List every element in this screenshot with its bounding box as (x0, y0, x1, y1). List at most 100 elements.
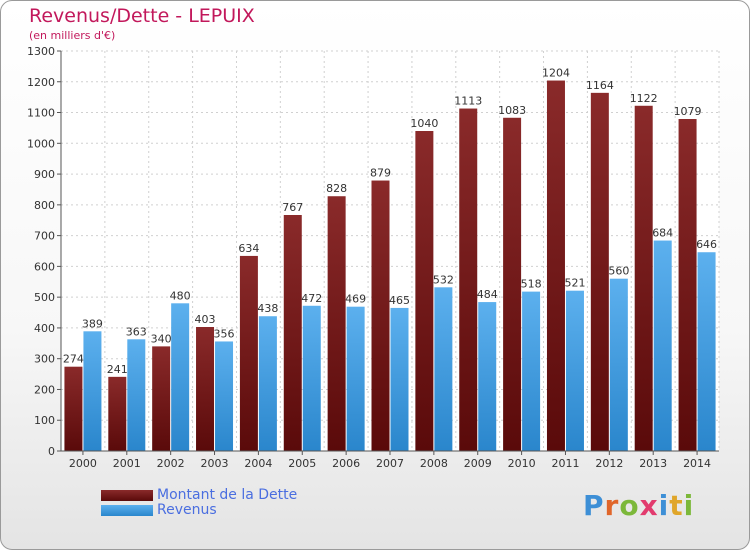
proxiti-logo: Proxiti (583, 489, 694, 522)
bar-revenus (697, 252, 716, 451)
bar-dette (590, 92, 609, 451)
data-label-revenus: 356 (214, 327, 235, 340)
y-tick-label: 100 (34, 414, 55, 427)
y-tick-label: 800 (34, 199, 55, 212)
data-label-revenus: 560 (608, 265, 629, 278)
data-label-dette: 1204 (542, 67, 570, 80)
data-label-dette: 1040 (410, 117, 438, 130)
y-tick-label: 200 (34, 383, 55, 396)
plot-area (61, 51, 719, 451)
bar-revenus (171, 303, 190, 451)
logo-letter: P (583, 489, 605, 522)
x-tick-label: 2005 (288, 457, 316, 470)
data-label-dette: 403 (195, 313, 216, 326)
bar-revenus (346, 306, 365, 451)
bar-revenus (258, 316, 277, 451)
y-tick-label: 700 (34, 230, 55, 243)
x-tick-label: 2011 (551, 457, 579, 470)
bar-dette (283, 215, 302, 451)
bar-dette (327, 196, 346, 451)
bar-dette (503, 117, 522, 452)
data-label-revenus: 472 (301, 292, 322, 305)
legend-item-revenus: Revenus (101, 502, 217, 518)
data-label-revenus: 465 (389, 294, 410, 307)
data-label-revenus: 389 (82, 317, 103, 330)
bar-revenus (215, 341, 234, 451)
x-tick-label: 2009 (464, 457, 492, 470)
y-tick-label: 1200 (27, 76, 55, 89)
bar-dette (634, 105, 653, 452)
data-label-revenus: 646 (696, 238, 717, 251)
y-tick-label: 1300 (27, 45, 55, 58)
y-tick-label: 300 (34, 353, 55, 366)
bar-revenus (653, 240, 672, 451)
x-tick-label: 2013 (639, 457, 667, 470)
data-label-dette: 1113 (454, 95, 482, 108)
bar-revenus (127, 339, 146, 451)
data-label-dette: 879 (370, 167, 391, 180)
x-tick-label: 2012 (595, 457, 623, 470)
bar-dette (546, 80, 565, 452)
x-tick-label: 2007 (376, 457, 404, 470)
bar-revenus (609, 278, 628, 451)
bar-dette (239, 255, 258, 451)
data-label-revenus: 521 (564, 277, 585, 290)
bar-dette (678, 119, 697, 451)
legend-label-revenus: Revenus (157, 502, 217, 518)
data-label-revenus: 480 (170, 289, 191, 302)
data-label-revenus: 484 (477, 288, 498, 301)
data-label-revenus: 469 (345, 293, 366, 306)
logo-letter: i (658, 489, 670, 522)
data-label-revenus: 363 (126, 325, 147, 338)
logo-letter: o (619, 489, 640, 522)
x-tick-label: 2000 (69, 457, 97, 470)
bar-dette (108, 376, 127, 451)
logo-letter: t (669, 489, 684, 522)
y-tick-label: 900 (34, 168, 55, 181)
logo-letter: r (604, 489, 620, 522)
x-tick-label: 2001 (113, 457, 141, 470)
logo-letter: i (683, 489, 695, 522)
data-label-dette: 1083 (498, 104, 526, 117)
y-tick-label: 1100 (27, 107, 55, 120)
x-tick-label: 2014 (683, 457, 711, 470)
y-tick-label: 500 (34, 291, 55, 304)
data-label-dette: 1122 (630, 92, 658, 105)
bar-dette (152, 346, 171, 451)
y-tick-label: 400 (34, 322, 55, 335)
bar-dette (415, 131, 434, 451)
chart-title: Revenus/Dette - LEPUIX (29, 5, 255, 27)
x-tick-label: 2003 (201, 457, 229, 470)
data-label-revenus: 518 (521, 278, 542, 291)
x-tick-label: 2002 (157, 457, 185, 470)
bar-revenus (390, 307, 409, 451)
y-tick-label: 600 (34, 260, 55, 273)
data-label-dette: 241 (107, 363, 128, 376)
bar-revenus (83, 331, 102, 451)
data-label-dette: 274 (63, 353, 84, 366)
data-label-dette: 1079 (674, 105, 702, 118)
x-tick-label: 2006 (332, 457, 360, 470)
data-label-dette: 1164 (586, 79, 614, 92)
legend-swatch-revenus (101, 504, 153, 516)
bar-dette (196, 327, 215, 451)
data-label-dette: 828 (326, 182, 347, 195)
x-tick-label: 2010 (508, 457, 536, 470)
y-tick-label: 1000 (27, 137, 55, 150)
bar-dette (64, 366, 83, 451)
legend-label-dette: Montant de la Dette (157, 487, 298, 503)
bar-dette (459, 108, 478, 452)
legend-swatch-dette (101, 489, 153, 501)
bar-revenus (565, 290, 584, 451)
data-label-dette: 767 (282, 201, 303, 214)
bar-revenus (434, 287, 453, 451)
x-tick-label: 2004 (244, 457, 272, 470)
chart-subtitle: (en milliers d'€) (29, 29, 116, 42)
data-label-revenus: 532 (433, 273, 454, 286)
data-label-dette: 340 (151, 332, 172, 345)
x-tick-label: 2008 (420, 457, 448, 470)
data-label-revenus: 438 (257, 302, 278, 315)
legend-item-dette: Montant de la Dette (101, 487, 297, 503)
